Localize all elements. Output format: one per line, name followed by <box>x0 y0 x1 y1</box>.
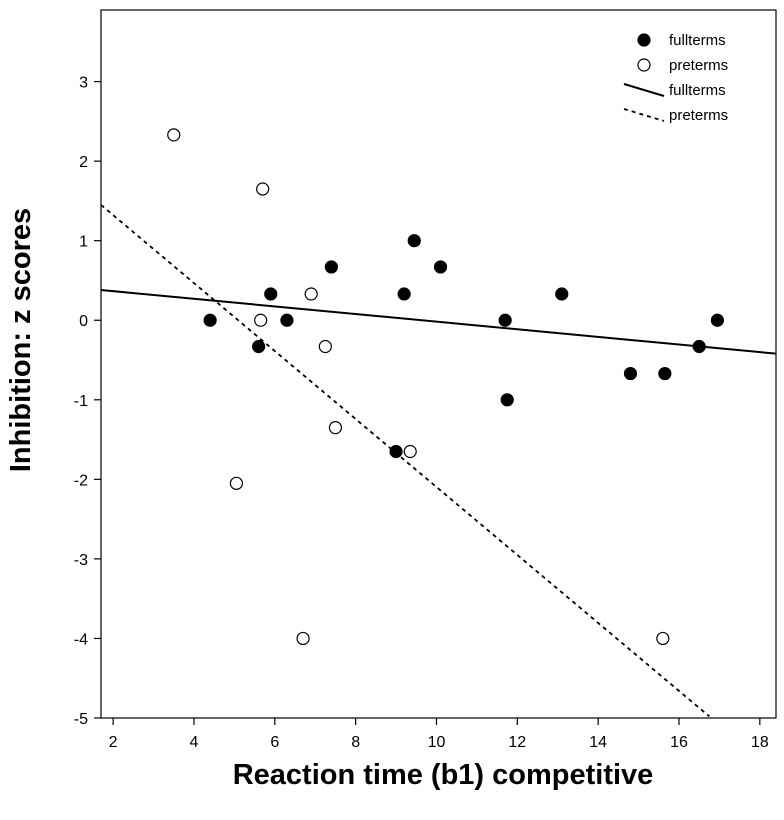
point-preterms <box>296 631 310 646</box>
legend: fullterms preterms fullterms preterms <box>623 32 728 124</box>
y-tick-label: 1 <box>79 234 88 251</box>
point-fullterms <box>324 260 338 274</box>
point-preterms <box>254 313 268 327</box>
x-tick-label: 18 <box>751 734 769 751</box>
point-fullterms <box>433 260 448 274</box>
point-fullterms <box>623 366 638 381</box>
point-fullterms <box>498 313 512 327</box>
x-tick-label: 12 <box>508 734 526 751</box>
legend-symbol-preterms <box>623 108 665 122</box>
y-tick-label: -2 <box>74 472 88 489</box>
point-fullterms <box>407 234 421 248</box>
fit-line-preterms <box>100 204 710 718</box>
legend-label-preterms: preterms <box>669 107 728 124</box>
point-fullterms <box>280 313 294 327</box>
point-fullterms <box>264 287 278 301</box>
y-tick-label: 3 <box>79 75 88 92</box>
x-tick-label: 16 <box>670 734 688 751</box>
x-tick-label: 6 <box>270 734 279 751</box>
point-preterms <box>256 182 270 196</box>
point-fullterms <box>500 393 514 407</box>
point-preterms <box>304 287 318 301</box>
fit-line-fullterms <box>100 289 777 355</box>
y-tick-label: -3 <box>74 552 88 569</box>
legend-label-preterms: preterms <box>669 57 728 74</box>
point-fullterms <box>555 287 569 301</box>
x-tick-label: 14 <box>589 734 607 751</box>
point-fullterms <box>658 366 672 381</box>
y-tick-label: 0 <box>79 313 88 330</box>
data-points <box>167 128 724 646</box>
point-fullterms <box>692 339 706 354</box>
point-fullterms <box>389 444 403 459</box>
y-tick-label: 2 <box>79 154 88 171</box>
legend-label-fullterms: fullterms <box>669 82 726 99</box>
plot-frame <box>100 9 777 719</box>
legend-symbol-fullterms <box>637 33 651 47</box>
x-tick-label: 2 <box>109 734 118 751</box>
x-tick-label: 4 <box>190 734 199 751</box>
x-axis-title: Reaction time (b1) competitive <box>233 759 654 791</box>
point-preterms <box>318 339 332 354</box>
point-preterms <box>229 476 244 490</box>
point-fullterms <box>203 313 217 327</box>
legend-symbol-fullterms <box>623 83 665 97</box>
point-fullterms <box>710 313 724 327</box>
point-preterms <box>403 444 417 459</box>
y-tick-label: -1 <box>74 393 88 410</box>
x-tick-label: 10 <box>428 734 446 751</box>
legend-symbol-preterms <box>637 58 651 72</box>
x-tick-label: 8 <box>351 734 360 751</box>
y-tick-label: -4 <box>74 631 88 648</box>
fit-lines <box>100 204 777 718</box>
y-tick-label: -5 <box>74 711 88 728</box>
point-preterms <box>167 128 181 142</box>
y-axis-title: Inhibition: z scores <box>5 208 37 472</box>
point-preterms <box>328 421 343 435</box>
point-fullterms <box>252 339 266 354</box>
point-fullterms <box>397 287 411 301</box>
point-preterms <box>656 631 670 646</box>
legend-label-fullterms: fullterms <box>669 32 726 49</box>
